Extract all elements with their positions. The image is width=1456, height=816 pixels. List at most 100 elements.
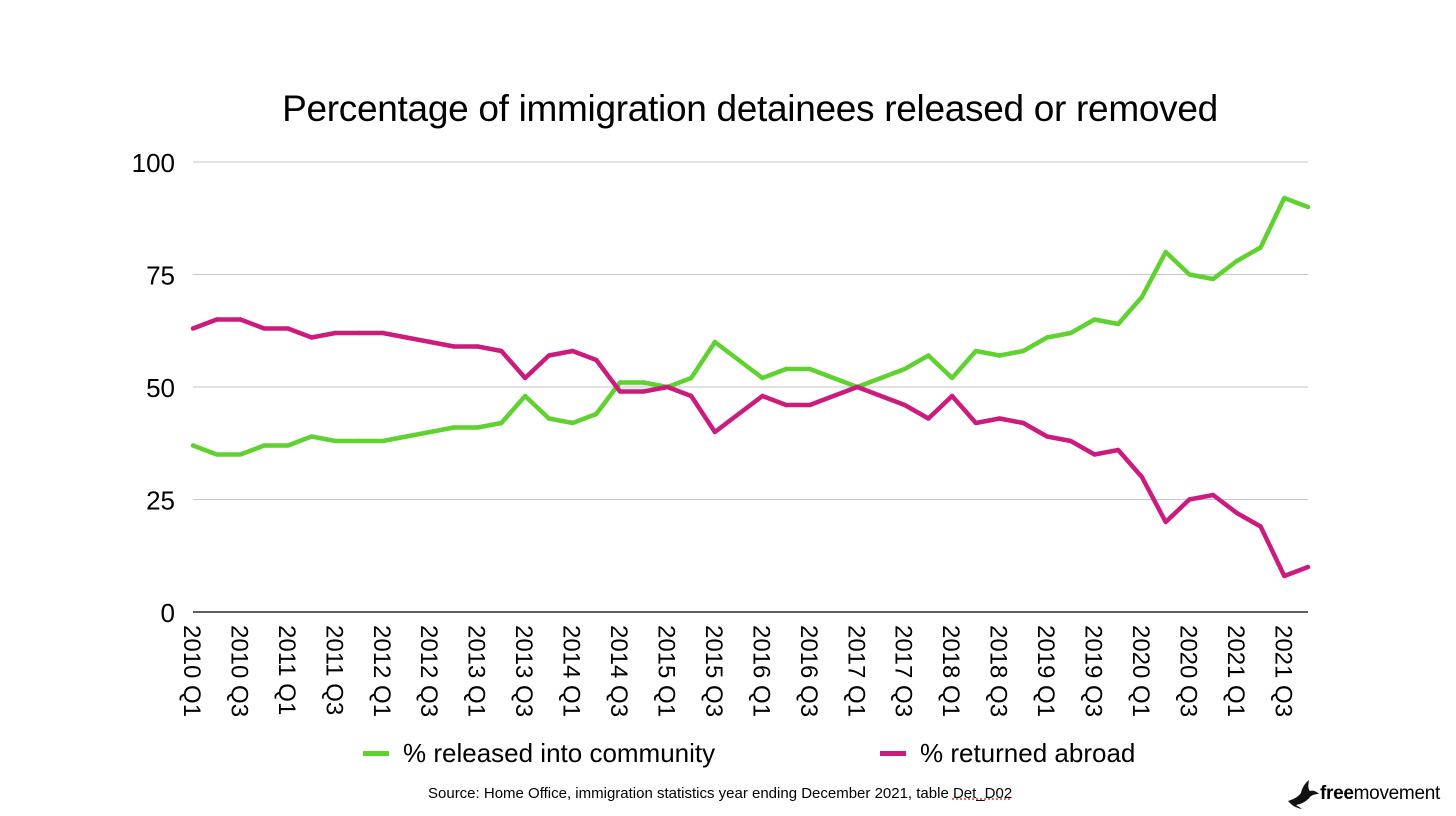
point-returned <box>1116 447 1121 453</box>
legend-swatch-released <box>363 751 389 756</box>
point-released <box>190 443 196 448</box>
point-released <box>617 380 623 385</box>
point-returned <box>428 339 433 345</box>
point-returned <box>546 353 552 358</box>
point-released <box>1187 272 1192 277</box>
series-lines <box>190 195 1311 579</box>
point-returned <box>1282 573 1287 579</box>
x-tick-label: 2018 Q1 <box>937 625 964 717</box>
point-returned <box>380 330 385 336</box>
point-released <box>688 375 694 381</box>
point-released <box>783 366 789 372</box>
point-released <box>356 438 362 444</box>
point-released <box>1139 294 1145 300</box>
point-returned <box>522 375 528 381</box>
point-released <box>878 375 884 381</box>
point-released <box>831 375 836 381</box>
x-tick-label: 2013 Q1 <box>463 625 490 717</box>
x-tick-label: 2014 Q1 <box>558 625 585 717</box>
point-released <box>1282 195 1287 201</box>
x-tick-label: 2021 Q1 <box>1222 625 1249 717</box>
point-released <box>760 375 765 381</box>
x-tick-label: 2017 Q3 <box>890 625 917 717</box>
point-released <box>285 443 291 448</box>
legend: % released into community % returned abr… <box>0 738 1456 772</box>
legend-label-returned: % returned abroad <box>920 738 1136 768</box>
point-returned <box>736 411 741 417</box>
point-returned <box>1234 510 1240 516</box>
point-returned <box>617 389 623 394</box>
point-returned <box>261 326 267 331</box>
brand-logo: freemovement <box>1286 779 1440 809</box>
point-returned <box>1068 438 1073 444</box>
bird-logo-icon <box>1288 780 1319 809</box>
x-axis-ticks: 2010 Q1 2010 Q3 2011 Q1 2011 Q3 2012 Q1 2012 … <box>178 625 1296 717</box>
point-returned <box>902 402 907 408</box>
point-released <box>1234 258 1240 264</box>
brand-name-regular: movement <box>1353 783 1441 804</box>
source-table-id: Det_D02 <box>952 785 1013 802</box>
point-released <box>1068 330 1073 336</box>
x-tick-label: 2013 Q3 <box>510 625 537 717</box>
series-line-released <box>190 195 1311 457</box>
point-returned <box>1092 452 1097 457</box>
point-returned <box>997 416 1002 421</box>
y-tick-label: 50 <box>146 373 175 403</box>
point-released <box>333 438 338 444</box>
x-tick-label: 2016 Q3 <box>795 625 822 717</box>
point-released <box>594 411 599 417</box>
point-released <box>1305 204 1311 210</box>
point-released <box>1163 249 1168 255</box>
point-returned <box>783 402 789 408</box>
point-released <box>570 420 575 426</box>
source-note-text: Source: Home Office, immigration statist… <box>428 785 953 802</box>
point-released <box>380 438 385 444</box>
x-tick-label: 2017 Q1 <box>842 625 869 717</box>
point-returned <box>760 393 765 399</box>
x-tick-label: 2021 Q3 <box>1269 625 1296 717</box>
point-returned <box>712 429 718 435</box>
x-tick-label: 2010 Q1 <box>178 625 205 717</box>
point-returned <box>1163 519 1168 525</box>
x-tick-label: 2012 Q1 <box>368 625 395 717</box>
point-returned <box>333 330 338 336</box>
y-tick-label: 75 <box>146 261 175 291</box>
x-tick-label: 2011 Q1 <box>273 625 300 715</box>
series-line-returned <box>190 317 1311 579</box>
x-tick-label: 2020 Q3 <box>1174 625 1201 717</box>
x-tick-label: 2011 Q3 <box>320 625 347 715</box>
point-returned <box>356 330 362 336</box>
legend-item-returned: % returned abroad <box>880 738 1135 769</box>
point-returned <box>688 393 694 399</box>
point-returned <box>1139 474 1145 480</box>
point-released <box>1044 335 1050 340</box>
point-returned <box>214 317 219 322</box>
point-returned <box>1021 420 1026 426</box>
point-returned <box>594 357 599 363</box>
point-returned <box>285 326 291 331</box>
point-returned <box>190 326 196 331</box>
point-released <box>428 429 433 435</box>
point-returned <box>831 393 836 399</box>
point-returned <box>499 348 504 354</box>
legend-item-released: % released into community <box>363 738 715 769</box>
point-released <box>499 420 504 426</box>
x-tick-label: 2010 Q3 <box>225 625 252 717</box>
y-tick-label: 25 <box>146 486 175 516</box>
point-returned <box>1187 497 1192 502</box>
point-returned <box>1044 434 1050 439</box>
y-tick-label: 100 <box>132 148 175 178</box>
point-returned <box>475 344 480 349</box>
point-released <box>1210 276 1216 282</box>
point-released <box>309 434 314 439</box>
y-axis-ticks: 0 25 50 75 100 <box>132 148 175 628</box>
point-released <box>214 452 219 457</box>
gridlines <box>193 161 1308 613</box>
x-tick-label: 2015 Q3 <box>700 625 727 717</box>
point-released <box>949 375 955 381</box>
point-released <box>475 425 480 430</box>
x-tick-label: 2018 Q3 <box>985 625 1012 717</box>
point-released <box>1258 245 1263 250</box>
x-tick-label: 2020 Q1 <box>1127 625 1154 717</box>
